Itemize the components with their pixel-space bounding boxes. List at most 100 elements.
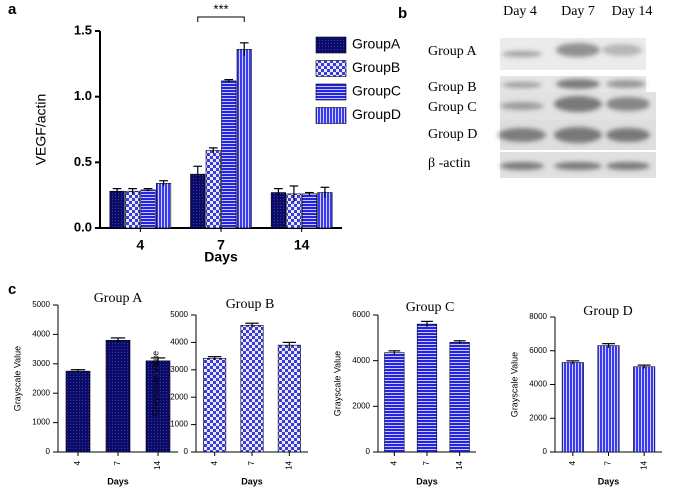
band — [502, 51, 542, 57]
y-tick-label: 3000 — [32, 359, 50, 368]
error-bar — [320, 186, 330, 198]
y-tick-label: 5000 — [170, 310, 188, 319]
bar — [205, 150, 221, 229]
band — [500, 162, 544, 170]
band — [554, 96, 602, 112]
blot-column: Day 7 — [561, 4, 595, 19]
band — [606, 162, 650, 170]
y-tick-label: 1.0 — [74, 88, 92, 103]
blot-row: Group D — [428, 127, 477, 142]
bar — [203, 357, 227, 453]
y-tick-label: 5000 — [32, 300, 50, 309]
y-tick-label: 4000 — [170, 338, 188, 347]
bar — [105, 339, 131, 453]
y-tick-label: 2000 — [352, 401, 370, 410]
x-tick-label: 7 — [247, 460, 256, 465]
bar — [561, 362, 584, 453]
bar — [236, 49, 252, 229]
y-tick-label: 0 — [543, 447, 548, 456]
error-bar — [274, 188, 283, 197]
legend-label: GroupC — [352, 83, 401, 99]
y-tick-label: 2000 — [170, 392, 188, 401]
legend-label: GroupD — [352, 106, 401, 122]
blot-row: β -actin — [428, 156, 471, 171]
bar — [156, 183, 172, 229]
error-bar — [305, 191, 314, 196]
bar — [416, 323, 438, 453]
y-tick-label: 4000 — [529, 380, 547, 389]
x-tick-label: 7 — [217, 237, 225, 253]
legend-label: GroupA — [352, 36, 401, 52]
x-tick-label: 7 — [604, 460, 613, 465]
error-bar — [602, 343, 615, 348]
error-bar — [282, 341, 297, 348]
error-bar — [421, 320, 433, 327]
x-tick-label: 7 — [422, 460, 431, 465]
y-tick-label: 6000 — [529, 346, 547, 355]
error-bar — [159, 180, 168, 186]
bar — [597, 345, 620, 453]
error-bar — [388, 350, 401, 355]
bar — [277, 344, 301, 453]
x-tick-label: 14 — [284, 460, 293, 469]
x-axis-label: Days — [204, 249, 238, 265]
bar — [140, 189, 156, 229]
legend-swatch — [315, 60, 347, 77]
y-tick-label: 0.0 — [74, 219, 92, 234]
y-tick-label: 2000 — [529, 413, 547, 422]
y-tick-label: 1000 — [170, 420, 188, 429]
bar — [109, 190, 125, 229]
y-tick-label: 6000 — [352, 310, 370, 319]
bar — [449, 342, 470, 453]
bar — [301, 193, 317, 229]
band — [502, 82, 542, 88]
band — [556, 79, 600, 89]
bar — [317, 192, 333, 229]
y-tick-label: 8000 — [529, 312, 547, 321]
x-axis-label: Days — [416, 476, 438, 486]
band — [556, 43, 600, 57]
error-bar — [112, 188, 122, 194]
y-tick-label: 0 — [184, 447, 189, 456]
y-tick-label: 1000 — [32, 418, 50, 427]
blot-row: Group A — [428, 44, 478, 59]
x-axis-label: Days — [241, 476, 263, 486]
y-tick-label: 2000 — [32, 388, 50, 397]
bar — [145, 360, 171, 453]
chart-title: Group B — [226, 297, 275, 312]
x-tick-label: 14 — [294, 237, 310, 253]
blot-column: Day 14 — [612, 4, 653, 19]
band — [606, 80, 646, 88]
error-bar — [637, 364, 651, 369]
band — [498, 128, 546, 142]
bar — [240, 325, 264, 453]
x-tick-label: 14 — [455, 460, 464, 469]
error-bar — [239, 42, 249, 56]
x-tick-label: 4 — [568, 460, 577, 465]
error-bar — [143, 188, 153, 192]
x-tick-label: 4 — [73, 460, 82, 465]
y-axis-label: Grayscale Value — [509, 352, 519, 417]
bar — [633, 366, 656, 453]
panel-label: a — [8, 1, 17, 18]
y-tick-label: 0.5 — [74, 154, 92, 169]
band — [554, 162, 602, 170]
chart-title: Group A — [94, 291, 144, 306]
x-axis-label: Days — [107, 476, 129, 486]
legend-swatch — [315, 83, 347, 101]
bar — [384, 352, 405, 453]
error-bar — [150, 357, 166, 364]
error-bar — [207, 356, 222, 360]
error-bar — [245, 322, 259, 328]
blot-row: Group C — [428, 100, 477, 115]
chart-title: Group D — [583, 304, 632, 319]
error-bar — [224, 78, 234, 83]
x-axis-label: Days — [598, 476, 620, 486]
blot: Day 4 Day 7 Day 14 Group A Group B Group… — [428, 4, 656, 178]
error-bar — [128, 188, 137, 194]
y-tick-label: 4000 — [32, 330, 50, 339]
y-tick-label: 0 — [46, 447, 51, 456]
legend-label: GroupB — [352, 59, 400, 75]
y-tick-label: 0 — [366, 447, 371, 456]
x-tick-label: 14 — [153, 460, 162, 469]
